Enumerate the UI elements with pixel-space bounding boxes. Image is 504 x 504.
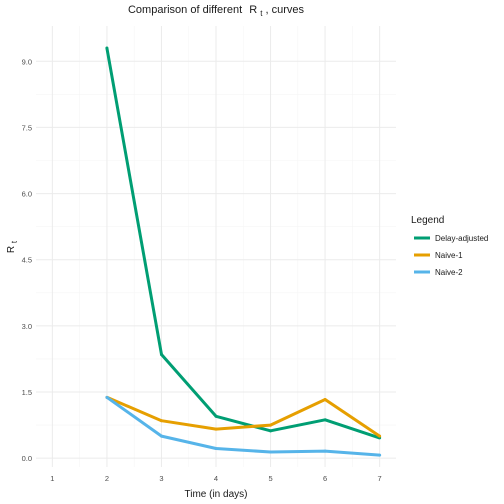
x-tick-label: 6 (323, 474, 327, 483)
legend-label-naive-1: Naive-1 (435, 251, 463, 260)
legend-item-delay-adjusted: Delay-adjusted (414, 234, 488, 243)
y-tick-label: 0.0 (22, 454, 32, 463)
y-tick-label: 7.5 (22, 123, 32, 132)
plot-area: 0.0 1.5 3.0 4.5 6.0 7.5 9.0 1 2 3 4 5 6 7 (22, 26, 396, 483)
x-tick-label: 4 (214, 474, 218, 483)
data-point-naive-2 (214, 446, 218, 450)
data-point-delay-adjusted (214, 414, 218, 418)
data-point-naive-2 (269, 450, 273, 454)
chart-title-suffix: , curves (266, 4, 305, 16)
chart-title-subscript: t (260, 9, 263, 18)
data-point-naive-1 (269, 423, 273, 427)
grid (36, 26, 396, 467)
data-point-naive-1 (323, 398, 327, 402)
legend-label-naive-2: Naive-2 (435, 268, 463, 277)
data-point-naive-1 (214, 427, 218, 431)
y-axis-label-symbol: R (6, 246, 17, 253)
data-point-delay-adjusted (269, 429, 273, 433)
chart-title-prefix: Comparison of different (128, 4, 242, 16)
x-axis-label: Time (in days) (185, 489, 248, 500)
y-axis-label: R t (6, 240, 19, 253)
x-tick-label: 3 (159, 474, 163, 483)
chart-title: Comparison of different R t , curves (128, 4, 305, 19)
series-line-naive-1 (106, 395, 381, 438)
data-point-delay-adjusted (323, 418, 327, 422)
series-lines (105, 46, 382, 457)
data-point-naive-2 (105, 395, 109, 399)
legend: Legend Delay-adjusted Naive-1 Naive-2 (411, 215, 488, 277)
data-point-delay-adjusted (105, 46, 109, 50)
y-tick-label: 1.5 (22, 388, 32, 397)
x-tick-label: 5 (268, 474, 272, 483)
data-point-naive-2 (159, 434, 163, 438)
series-line-delay-adjusted (105, 47, 381, 440)
legend-label-delay-adjusted: Delay-adjusted (435, 234, 488, 243)
data-point-delay-adjusted (159, 353, 163, 357)
data-point-naive-2 (378, 453, 382, 457)
legend-item-naive-2: Naive-2 (414, 268, 463, 277)
y-tick-label: 9.0 (22, 57, 32, 66)
x-tick-label: 7 (378, 474, 382, 483)
axis-ticks: 0.0 1.5 3.0 4.5 6.0 7.5 9.0 1 2 3 4 5 6 7 (22, 57, 382, 483)
y-tick-label: 4.5 (22, 256, 32, 265)
y-tick-label: 3.0 (22, 322, 32, 331)
legend-item-naive-1: Naive-1 (414, 251, 463, 260)
x-tick-label: 1 (50, 474, 54, 483)
data-point-naive-2 (323, 449, 327, 453)
chart-title-symbol: R (249, 4, 257, 16)
data-point-naive-1 (159, 419, 163, 423)
y-tick-label: 6.0 (22, 190, 32, 199)
data-point-naive-1 (378, 434, 382, 438)
y-axis-label-subscript: t (10, 240, 19, 243)
legend-title: Legend (411, 215, 444, 226)
x-tick-label: 2 (105, 474, 109, 483)
series-line-naive-2 (106, 396, 380, 457)
